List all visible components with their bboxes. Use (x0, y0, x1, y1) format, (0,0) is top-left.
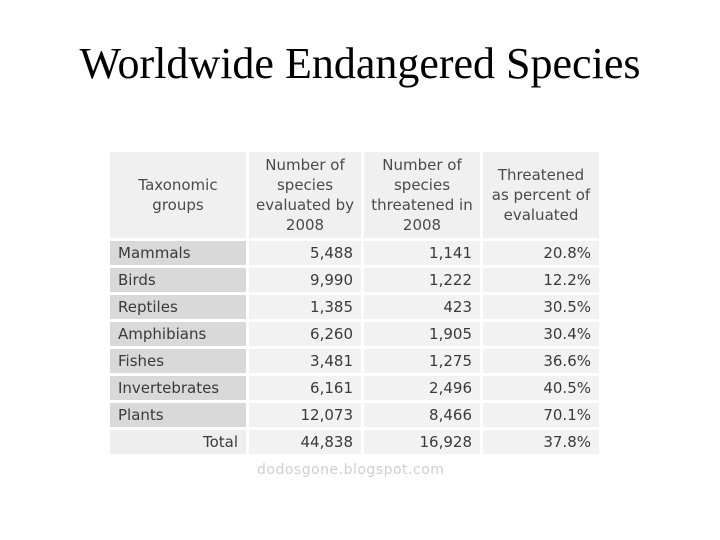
evaluated-value: 6,260 (249, 322, 361, 346)
evaluated-value: 5,488 (249, 241, 361, 265)
threatened-value: 423 (364, 295, 480, 319)
group-name: Fishes (110, 349, 246, 373)
percent-value: 30.5% (483, 295, 599, 319)
header-threatened-percent: Threatened as percent of evaluated (483, 152, 599, 238)
table-row: Plants 12,073 8,466 70.1% (110, 403, 599, 427)
group-name: Reptiles (110, 295, 246, 319)
total-label: Total (110, 430, 246, 454)
header-species-threatened: Number of species threatened in 2008 (364, 152, 480, 238)
evaluated-value: 12,073 (249, 403, 361, 427)
table-row: Mammals 5,488 1,141 20.8% (110, 241, 599, 265)
percent-value: 12.2% (483, 268, 599, 292)
group-name: Plants (110, 403, 246, 427)
evaluated-value: 1,385 (249, 295, 361, 319)
threatened-value: 8,466 (364, 403, 480, 427)
percent-value: 36.6% (483, 349, 599, 373)
evaluated-value: 9,990 (249, 268, 361, 292)
header-species-evaluated: Number of species evaluated by 2008 (249, 152, 361, 238)
table-row: Reptiles 1,385 423 30.5% (110, 295, 599, 319)
threatened-value: 1,141 (364, 241, 480, 265)
group-name: Invertebrates (110, 376, 246, 400)
threatened-value: 1,905 (364, 322, 480, 346)
evaluated-value: 6,161 (249, 376, 361, 400)
table-header-row: Taxonomic groups Number of species evalu… (110, 152, 599, 238)
table-total-row: Total 44,838 16,928 37.8% (110, 430, 599, 454)
percent-value: 40.5% (483, 376, 599, 400)
percent-value: 30.4% (483, 322, 599, 346)
total-percent-value: 37.8% (483, 430, 599, 454)
table-row: Amphibians 6,260 1,905 30.4% (110, 322, 599, 346)
table-row: Birds 9,990 1,222 12.2% (110, 268, 599, 292)
table-row: Invertebrates 6,161 2,496 40.5% (110, 376, 599, 400)
total-evaluated-value: 44,838 (249, 430, 361, 454)
evaluated-value: 3,481 (249, 349, 361, 373)
total-threatened-value: 16,928 (364, 430, 480, 454)
page-title: Worldwide Endangered Species (79, 39, 641, 88)
percent-value: 20.8% (483, 241, 599, 265)
species-table: Taxonomic groups Number of species evalu… (107, 149, 602, 457)
watermark-text: dodosgone.blogspot.com (257, 462, 445, 478)
threatened-value: 1,222 (364, 268, 480, 292)
header-taxonomic-groups: Taxonomic groups (110, 152, 246, 238)
group-name: Mammals (110, 241, 246, 265)
group-name: Amphibians (110, 322, 246, 346)
percent-value: 70.1% (483, 403, 599, 427)
table-row: Fishes 3,481 1,275 36.6% (110, 349, 599, 373)
threatened-value: 1,275 (364, 349, 480, 373)
group-name: Birds (110, 268, 246, 292)
threatened-value: 2,496 (364, 376, 480, 400)
